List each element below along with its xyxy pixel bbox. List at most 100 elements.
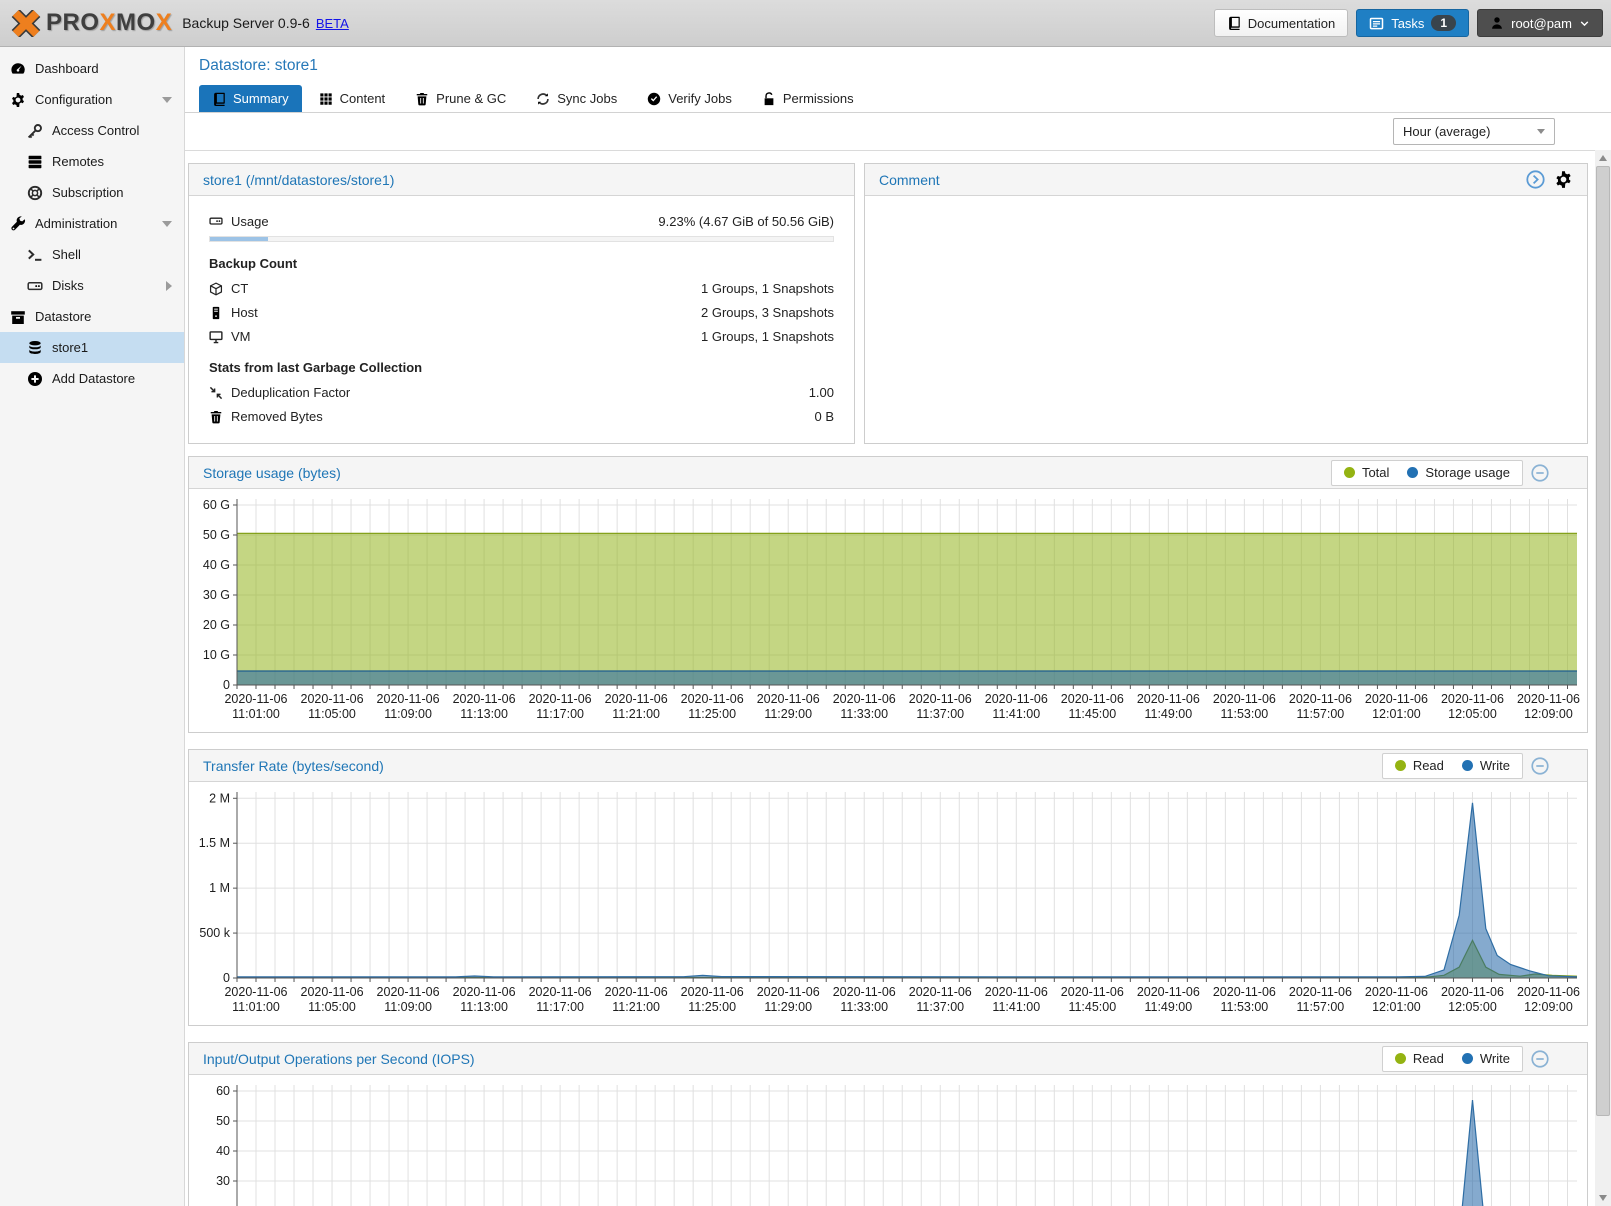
svg-text:1.5 M: 1.5 M <box>199 836 230 850</box>
sidebar-item-access-control[interactable]: Access Control <box>0 115 184 146</box>
svg-text:2020-11-06: 2020-11-06 <box>985 692 1048 706</box>
svg-text:2020-11-06: 2020-11-06 <box>529 692 592 706</box>
scrollbar-thumb[interactable] <box>1596 166 1610 1116</box>
sidebar-item-configuration[interactable]: Configuration <box>0 84 184 115</box>
vertical-scrollbar[interactable] <box>1595 150 1611 1206</box>
plus-circle-icon <box>27 371 43 387</box>
user-menu-button[interactable]: root@pam <box>1477 9 1603 37</box>
svg-text:11:17:00: 11:17:00 <box>536 707 584 721</box>
svg-text:11:01:00: 11:01:00 <box>232 1000 280 1014</box>
legend-item-read[interactable]: Read <box>1394 1051 1444 1066</box>
svg-text:1 M: 1 M <box>209 881 230 895</box>
svg-text:2020-11-06: 2020-11-06 <box>224 692 287 706</box>
cube-icon <box>209 282 223 296</box>
svg-text:12:09:00: 12:09:00 <box>1524 707 1573 721</box>
sidebar-item-datastore[interactable]: Datastore <box>0 301 184 332</box>
beta-link[interactable]: BETA <box>315 15 349 31</box>
host-icon <box>209 306 223 320</box>
storage-usage-chart-panel: Storage usage (bytes) Total Storage usag… <box>188 456 1588 733</box>
svg-text:2020-11-06: 2020-11-06 <box>1213 692 1276 706</box>
legend-dot-green <box>1343 467 1355 478</box>
sidebar-item-administration[interactable]: Administration <box>0 208 184 239</box>
chevron-down-icon <box>1579 18 1590 29</box>
collapse-panel-icon[interactable] <box>1531 464 1549 482</box>
tab-verify-jobs[interactable]: Verify Jobs <box>634 85 745 112</box>
svg-text:11:57:00: 11:57:00 <box>1297 1000 1345 1014</box>
svg-text:20 G: 20 G <box>203 618 230 632</box>
svg-text:2020-11-06: 2020-11-06 <box>1441 692 1504 706</box>
page-title: Datastore: store1 <box>199 56 318 74</box>
svg-text:11:09:00: 11:09:00 <box>384 707 432 721</box>
proxmox-logo: PROXMOX <box>10 9 172 37</box>
svg-text:2 M: 2 M <box>209 791 230 805</box>
sidebar-item-remotes[interactable]: Remotes <box>0 146 184 177</box>
collapse-caret-icon[interactable] <box>162 96 172 103</box>
legend-item-total[interactable]: Total <box>1343 465 1389 480</box>
gears-icon <box>10 92 26 108</box>
svg-text:11:13:00: 11:13:00 <box>460 707 508 721</box>
svg-text:2020-11-06: 2020-11-06 <box>1365 692 1428 706</box>
svg-text:11:57:00: 11:57:00 <box>1297 707 1345 721</box>
life-ring-icon <box>27 185 43 201</box>
gc-row-removed-bytes: Removed Bytes 0 B <box>209 407 834 426</box>
key-icon <box>27 123 43 139</box>
trash-icon <box>415 92 429 106</box>
trash-icon <box>209 410 223 424</box>
sidebar-item-shell[interactable]: Shell <box>0 239 184 270</box>
tab-permissions[interactable]: Permissions <box>749 85 867 112</box>
svg-text:11:49:00: 11:49:00 <box>1144 1000 1192 1014</box>
logo-wordmark: PROXMOX <box>46 9 173 36</box>
timeframe-select[interactable]: Hour (average) <box>1393 118 1555 145</box>
svg-text:2020-11-06: 2020-11-06 <box>224 985 287 999</box>
book-icon <box>1227 16 1241 30</box>
sidebar-item-add-datastore[interactable]: Add Datastore <box>0 363 184 394</box>
svg-text:12:05:00: 12:05:00 <box>1448 707 1497 721</box>
svg-text:2020-11-06: 2020-11-06 <box>909 985 972 999</box>
sidebar-item-store1[interactable]: store1 <box>0 332 184 363</box>
datastore-info-header: store1 (/mnt/datastores/store1) <box>189 164 854 196</box>
compress-icon <box>209 386 223 400</box>
chart-legend: Total Storage usage <box>1330 459 1523 486</box>
scroll-down-arrow[interactable] <box>1595 1190 1611 1206</box>
legend-item-write[interactable]: Write <box>1461 1051 1510 1066</box>
svg-text:2020-11-06: 2020-11-06 <box>605 985 668 999</box>
gear-icon[interactable] <box>1554 170 1573 189</box>
sidebar-item-dashboard[interactable]: Dashboard <box>0 53 184 84</box>
svg-text:2020-11-06: 2020-11-06 <box>453 692 516 706</box>
refresh-icon <box>536 92 550 106</box>
svg-text:0: 0 <box>223 678 230 692</box>
datastore-info-title: store1 (/mnt/datastores/store1) <box>203 171 395 188</box>
svg-text:2020-11-06: 2020-11-06 <box>833 692 896 706</box>
legend-item-write[interactable]: Write <box>1461 758 1510 773</box>
legend-dot-blue <box>1407 467 1419 478</box>
svg-text:11:41:00: 11:41:00 <box>992 1000 1040 1014</box>
svg-text:500 k: 500 k <box>199 926 230 940</box>
expand-caret-icon[interactable] <box>166 280 172 291</box>
main-area: Datastore: store1 Summary Content Prune … <box>185 47 1611 1206</box>
comment-panel-title: Comment <box>879 171 940 188</box>
scroll-up-arrow[interactable] <box>1595 150 1611 166</box>
datastore-info-panel: store1 (/mnt/datastores/store1) Usage 9.… <box>188 163 855 444</box>
svg-text:11:45:00: 11:45:00 <box>1068 1000 1116 1014</box>
tab-prune-gc[interactable]: Prune & GC <box>402 85 519 112</box>
documentation-button[interactable]: Documentation <box>1213 9 1349 37</box>
tab-sync-jobs[interactable]: Sync Jobs <box>523 85 630 112</box>
tab-summary[interactable]: Summary <box>199 85 302 112</box>
svg-text:11:17:00: 11:17:00 <box>536 1000 584 1014</box>
tasks-button[interactable]: Tasks 1 <box>1356 9 1470 37</box>
usage-value: 9.23% (4.67 GiB of 50.56 GiB) <box>658 213 834 229</box>
collapse-panel-icon[interactable] <box>1531 757 1549 775</box>
svg-text:11:21:00: 11:21:00 <box>612 1000 660 1014</box>
legend-item-storage-usage[interactable]: Storage usage <box>1407 465 1510 480</box>
storage-usage-chart-header: Storage usage (bytes) Total Storage usag… <box>189 457 1587 489</box>
collapse-caret-icon[interactable] <box>162 220 172 227</box>
usage-label: Usage <box>231 213 269 229</box>
sidebar-item-disks[interactable]: Disks <box>0 270 184 301</box>
chevron-circle-right-icon[interactable] <box>1526 170 1545 189</box>
tab-content[interactable]: Content <box>306 85 399 112</box>
sidebar-item-subscription[interactable]: Subscription <box>0 177 184 208</box>
legend-item-read[interactable]: Read <box>1394 758 1444 773</box>
collapse-panel-icon[interactable] <box>1531 1050 1549 1068</box>
user-icon <box>1490 16 1504 30</box>
usage-progress-fill <box>210 237 268 241</box>
